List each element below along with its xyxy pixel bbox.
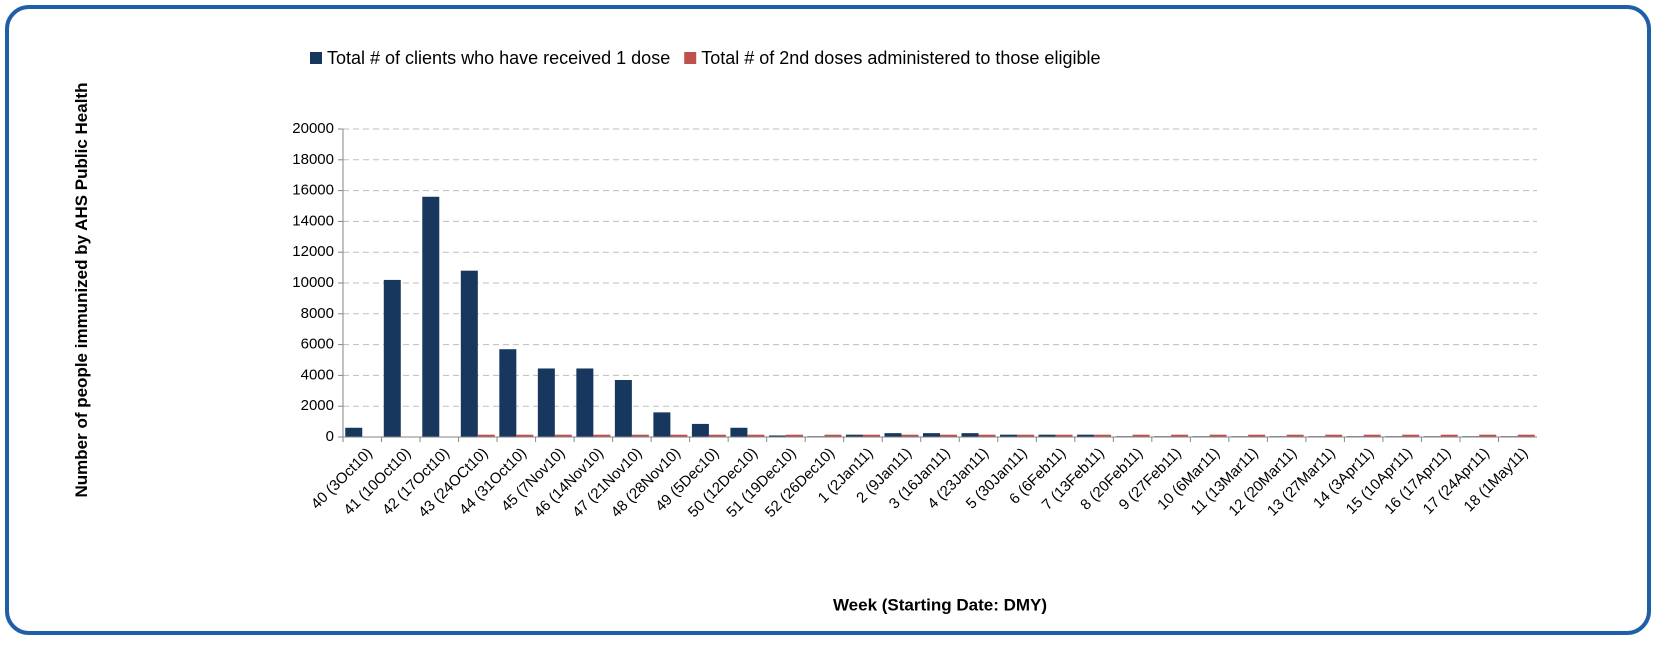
- bar: [940, 434, 957, 437]
- bar: [460, 270, 478, 437]
- bar: [1017, 434, 1035, 437]
- y-tick-label: 18000: [292, 151, 334, 168]
- bar: [747, 434, 765, 437]
- y-tick-label: 4000: [301, 366, 334, 383]
- bar: [824, 434, 842, 437]
- y-tick-label: 2000: [301, 397, 334, 414]
- bar: [1440, 434, 1458, 437]
- bar: [1094, 434, 1112, 437]
- bar: [1077, 434, 1095, 437]
- bar: [383, 279, 401, 437]
- y-axis-title: Number of people immunized by AHS Public…: [72, 82, 91, 498]
- bar: [345, 427, 363, 437]
- bar: [1363, 434, 1381, 437]
- bar: [1171, 434, 1189, 437]
- bar: [1038, 434, 1056, 437]
- bar: [576, 368, 594, 437]
- y-tick-label: 6000: [301, 336, 334, 353]
- bar: [593, 434, 611, 437]
- bar: [516, 434, 534, 437]
- bar: [653, 412, 671, 437]
- bar: [670, 434, 688, 437]
- bar: [901, 434, 919, 437]
- bar: [477, 434, 495, 437]
- chart-border: [5, 5, 1651, 635]
- bar: [499, 349, 517, 437]
- bar: [1479, 434, 1497, 437]
- bar: [785, 434, 803, 437]
- bar: [768, 435, 786, 437]
- legend-swatch: [684, 52, 697, 64]
- bar: [845, 434, 863, 437]
- legend-label: Total # of clients who have received 1 d…: [327, 48, 670, 68]
- legend-swatch: [310, 52, 322, 64]
- y-tick-label: 16000: [292, 182, 334, 199]
- bar: [862, 434, 880, 437]
- bar: [1517, 434, 1535, 437]
- bar: [614, 380, 632, 437]
- bar: [1325, 434, 1343, 437]
- y-tick-label: 0: [326, 428, 334, 445]
- bar: [1402, 434, 1420, 437]
- bar: [884, 433, 902, 437]
- x-axis-title: Week (Starting Date: DMY): [833, 595, 1047, 614]
- bar: [923, 433, 940, 437]
- bar: [730, 427, 748, 437]
- bar: [1248, 434, 1266, 437]
- legend-label: Total # of 2nd doses administered to tho…: [701, 48, 1100, 68]
- bar: [422, 196, 440, 437]
- bar: [631, 434, 649, 437]
- y-tick-label: 8000: [301, 305, 334, 322]
- bar: [1000, 434, 1018, 437]
- y-tick-label: 10000: [292, 274, 334, 291]
- bar: [1055, 434, 1073, 437]
- bar: [1286, 434, 1304, 437]
- bar: [691, 423, 709, 437]
- bar: [978, 434, 996, 437]
- y-tick-label: 20000: [292, 120, 334, 137]
- bar: [708, 434, 726, 437]
- bar: [1132, 434, 1150, 437]
- bar: [961, 433, 979, 437]
- bar: [1209, 434, 1227, 437]
- y-tick-label: 12000: [292, 243, 334, 260]
- y-tick-label: 14000: [292, 212, 334, 229]
- bar: [537, 368, 555, 437]
- bar: [554, 434, 572, 437]
